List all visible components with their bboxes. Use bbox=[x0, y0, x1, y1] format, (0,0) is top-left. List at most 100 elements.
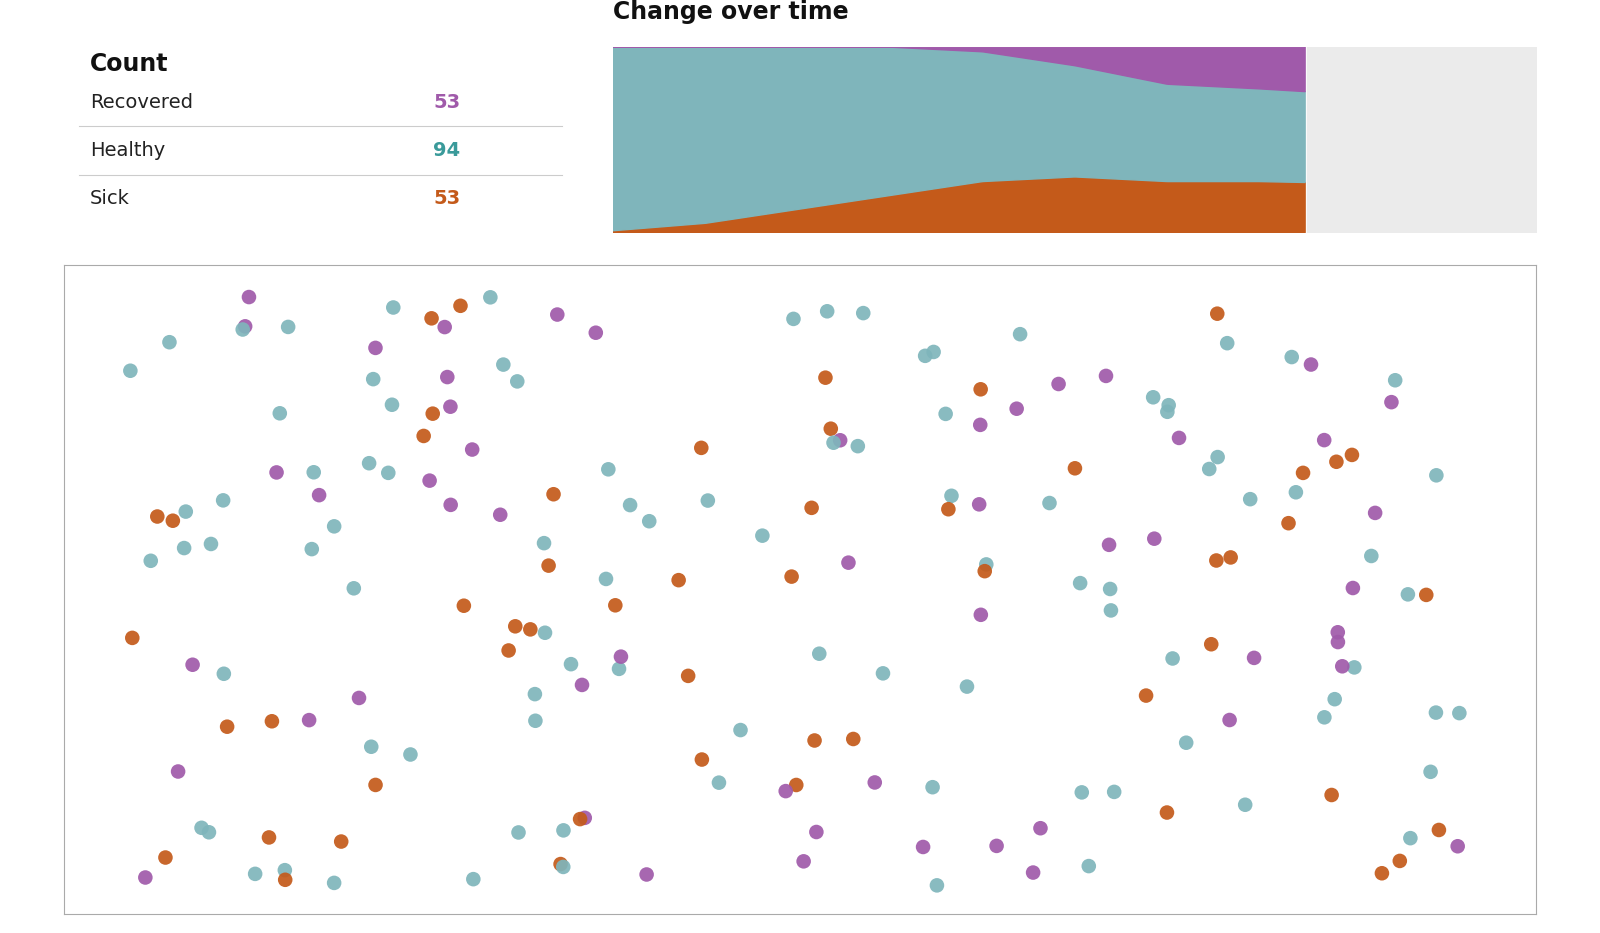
Point bbox=[1046, 377, 1072, 392]
Point bbox=[1197, 462, 1222, 477]
Point bbox=[1379, 395, 1405, 410]
Point bbox=[968, 382, 994, 397]
Point bbox=[522, 687, 547, 702]
Point bbox=[506, 825, 531, 840]
Point bbox=[438, 399, 464, 414]
Point bbox=[197, 825, 222, 840]
Point bbox=[1445, 839, 1470, 854]
Point bbox=[582, 326, 608, 341]
Point bbox=[1216, 713, 1242, 728]
Point bbox=[1154, 805, 1179, 820]
Point bbox=[790, 854, 816, 869]
Point bbox=[1027, 821, 1053, 836]
Point bbox=[152, 850, 178, 865]
Point bbox=[357, 455, 382, 470]
Text: 53: 53 bbox=[434, 189, 461, 208]
Point bbox=[1325, 625, 1350, 640]
Point bbox=[381, 300, 406, 315]
Point bbox=[517, 622, 542, 637]
Point bbox=[1362, 506, 1387, 521]
Point bbox=[451, 598, 477, 613]
Point bbox=[160, 513, 186, 528]
Point bbox=[133, 870, 158, 885]
Point bbox=[179, 657, 205, 672]
Point bbox=[1283, 485, 1309, 500]
Point bbox=[813, 370, 838, 385]
Point bbox=[862, 775, 888, 790]
Point bbox=[1093, 369, 1118, 383]
Point bbox=[666, 573, 691, 588]
Point bbox=[606, 661, 632, 676]
Point bbox=[550, 859, 576, 874]
Point bbox=[1418, 764, 1443, 779]
Point bbox=[488, 508, 514, 522]
Point bbox=[211, 666, 237, 681]
Point bbox=[1318, 787, 1344, 802]
Point bbox=[296, 713, 322, 728]
Text: 53: 53 bbox=[434, 92, 461, 112]
Point bbox=[1323, 454, 1349, 469]
Point bbox=[299, 542, 325, 557]
Point bbox=[418, 473, 443, 488]
Point bbox=[1098, 603, 1123, 618]
Point bbox=[1155, 404, 1181, 419]
Point bbox=[504, 374, 530, 389]
Point bbox=[910, 840, 936, 855]
Point bbox=[435, 369, 461, 384]
Point bbox=[328, 834, 354, 849]
Point bbox=[1069, 785, 1094, 800]
Point bbox=[448, 299, 474, 313]
Point bbox=[568, 812, 594, 827]
Point bbox=[1278, 350, 1304, 365]
Point bbox=[346, 690, 371, 705]
Point bbox=[210, 493, 235, 508]
Point bbox=[1037, 495, 1062, 510]
Point bbox=[1203, 553, 1229, 568]
Point bbox=[1166, 430, 1192, 445]
Point bbox=[1160, 651, 1186, 666]
Point bbox=[363, 777, 389, 792]
Point bbox=[1067, 576, 1093, 591]
Point bbox=[1075, 858, 1101, 873]
Point bbox=[1341, 660, 1366, 675]
Point bbox=[322, 519, 347, 534]
Point bbox=[1382, 373, 1408, 388]
Point bbox=[1358, 549, 1384, 564]
Text: Healthy: Healthy bbox=[90, 141, 165, 160]
Point bbox=[1205, 306, 1230, 321]
Point bbox=[360, 371, 386, 386]
Point bbox=[173, 504, 198, 519]
Point bbox=[544, 307, 570, 322]
Point bbox=[322, 875, 347, 890]
Point bbox=[502, 619, 528, 634]
Point bbox=[550, 823, 576, 838]
Point bbox=[157, 335, 182, 350]
Point bbox=[925, 878, 950, 893]
Point bbox=[954, 679, 979, 694]
Point bbox=[1395, 587, 1421, 602]
Point bbox=[845, 439, 870, 453]
Point bbox=[1096, 537, 1122, 552]
Point bbox=[690, 752, 715, 767]
Point bbox=[1021, 865, 1046, 880]
Point bbox=[1322, 691, 1347, 706]
Point bbox=[541, 487, 566, 502]
Point bbox=[459, 442, 485, 457]
Point bbox=[637, 514, 662, 529]
Point bbox=[1330, 659, 1355, 674]
Point bbox=[1397, 830, 1422, 845]
Point bbox=[398, 747, 424, 762]
Point bbox=[1218, 550, 1243, 564]
Point bbox=[571, 811, 597, 826]
Point bbox=[341, 581, 366, 596]
Point bbox=[779, 569, 805, 584]
Point bbox=[966, 497, 992, 512]
Point bbox=[840, 731, 866, 746]
Point bbox=[1101, 785, 1126, 800]
Point bbox=[912, 348, 938, 363]
Point bbox=[1424, 467, 1450, 482]
Point bbox=[608, 649, 634, 664]
Point bbox=[818, 421, 843, 436]
Point bbox=[603, 598, 629, 613]
Point bbox=[1422, 705, 1448, 720]
